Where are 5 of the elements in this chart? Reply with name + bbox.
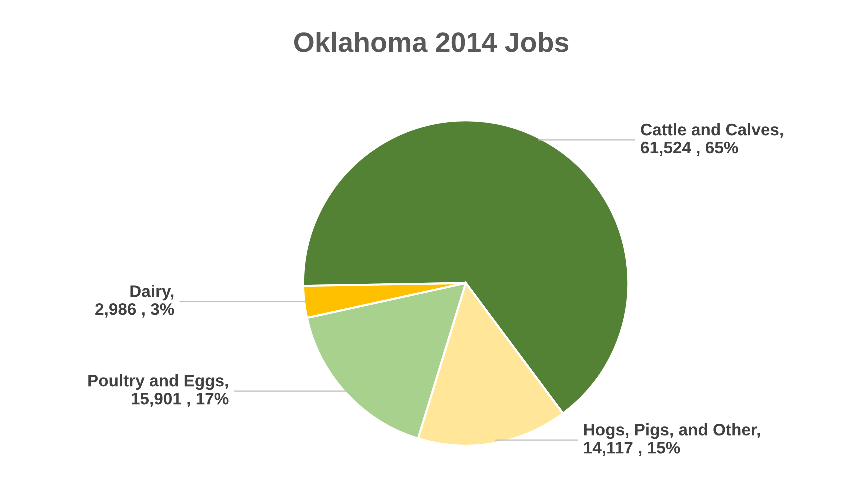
- slice-label: Hogs, Pigs, and Other, 14,117 , 15%: [584, 424, 760, 456]
- slice-label: Dairy, 2,986 , 3%: [96, 285, 174, 318]
- slice-label: Cattle and Calves, 61,524 , 65%: [641, 123, 783, 156]
- chart-title: Oklahoma 2014 Jobs: [294, 32, 569, 52]
- slice-label: Poultry and Eggs, 15,901 , 17%: [88, 374, 229, 408]
